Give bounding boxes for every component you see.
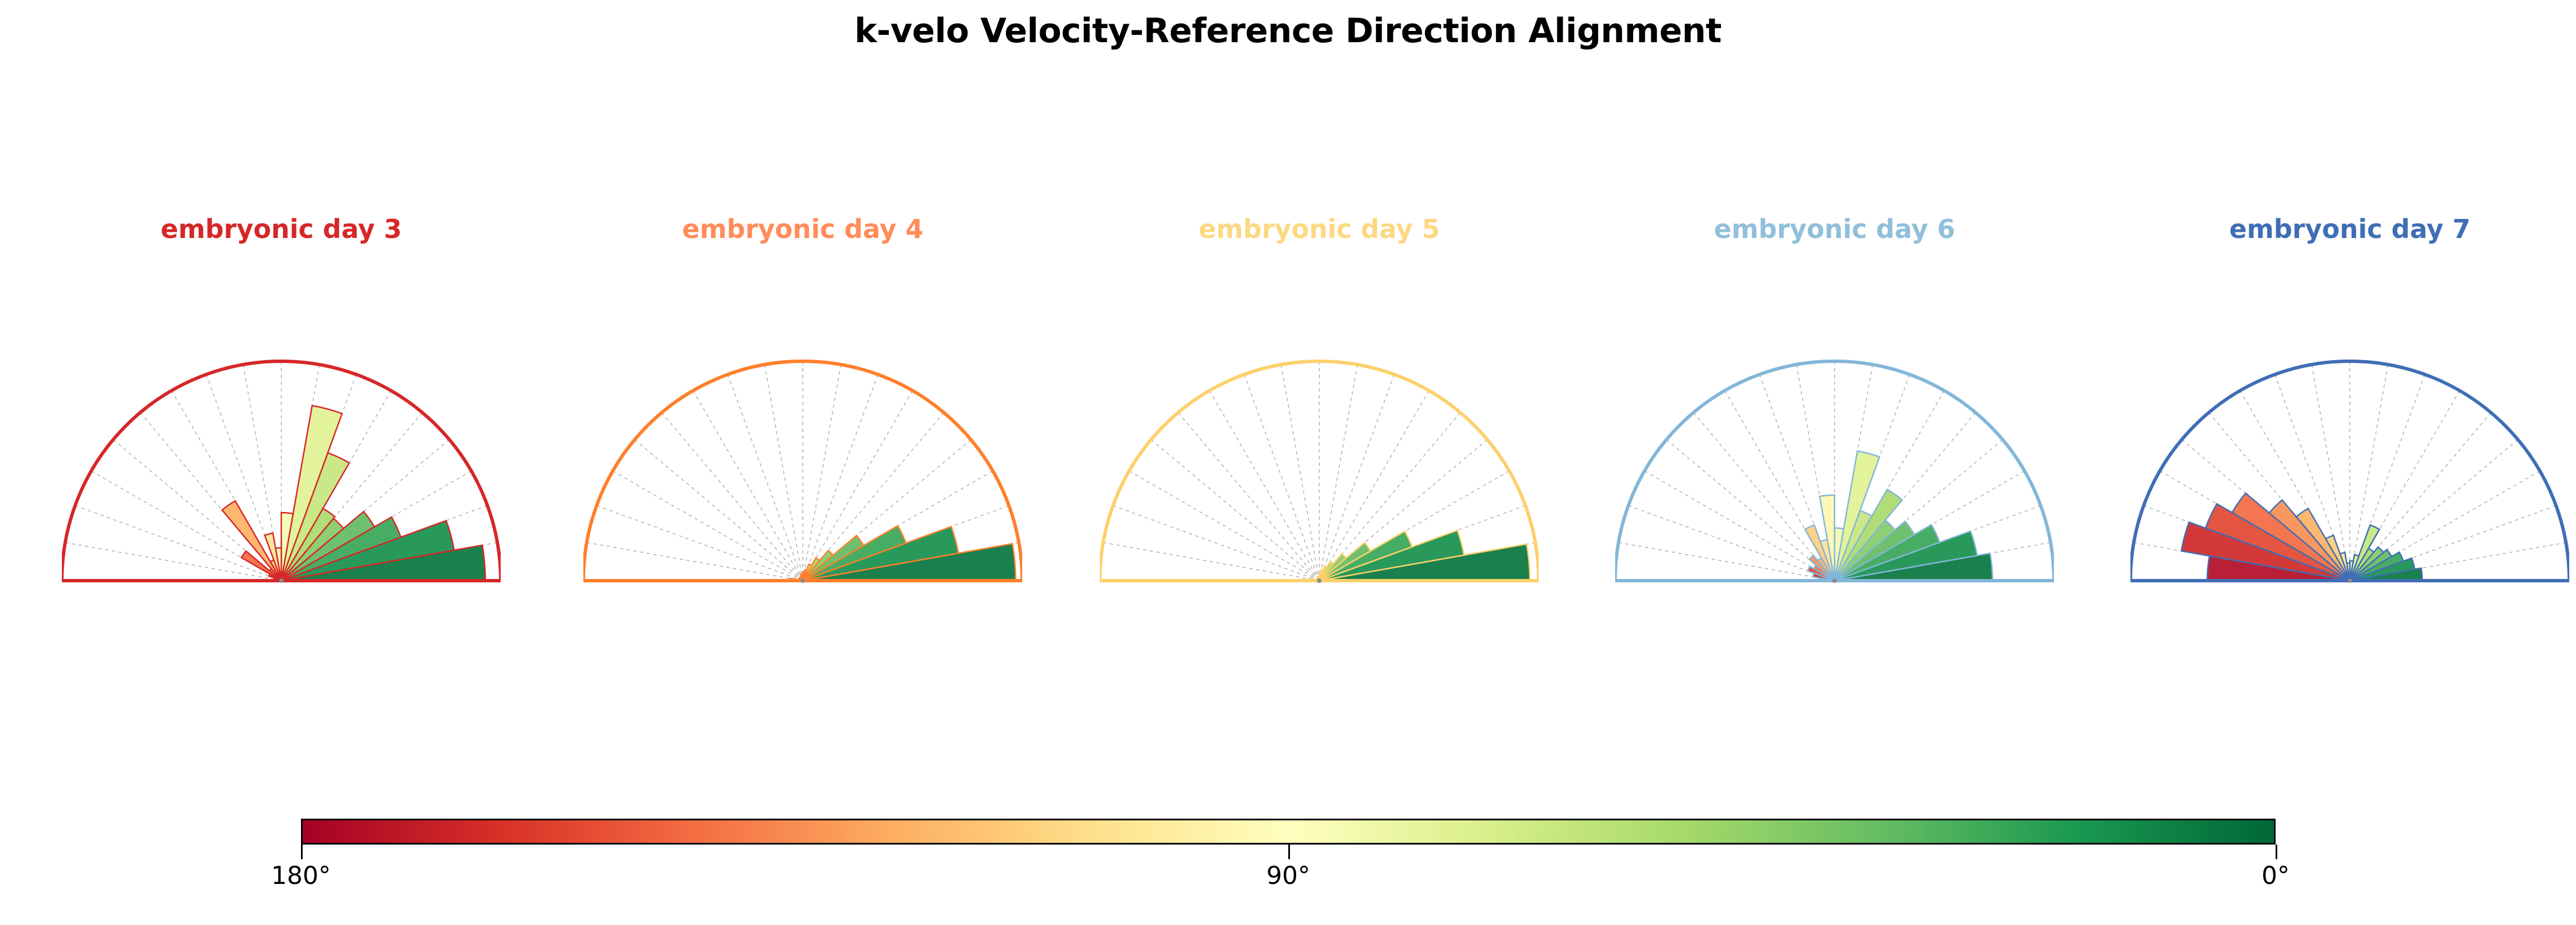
polar-grid-spoke xyxy=(634,439,803,581)
rose-wedge xyxy=(280,405,343,581)
rose-wedge xyxy=(2349,524,2381,581)
rose-wedge xyxy=(280,511,294,581)
polar-panel-embryonic-day-6: embryonic day 6 xyxy=(1615,214,2054,583)
polar-grid-spoke xyxy=(802,364,842,581)
polar-grid-spoke xyxy=(1666,439,1835,581)
polar-panel-embryonic-day-5: embryonic day 5 xyxy=(1100,214,1539,583)
rose-wedge xyxy=(2349,549,2393,582)
rose-wedge xyxy=(1833,450,1881,581)
polar-panel-embryonic-day-7: embryonic day 7 xyxy=(2130,214,2569,583)
rose-wedge xyxy=(2349,560,2354,581)
polar-grid-spoke xyxy=(1243,374,1320,581)
polar-grid-spoke xyxy=(1319,364,1358,581)
polar-grid-spoke xyxy=(1319,374,1395,581)
rose-wedge xyxy=(802,524,907,582)
rose-wedge xyxy=(1319,530,1413,582)
polar-grid-spoke xyxy=(65,542,282,581)
colorbar-tick-label: 90° xyxy=(1266,861,1310,890)
polar-grid-spoke xyxy=(596,505,803,581)
polar-panel-embryonic-day-3: embryonic day 3 xyxy=(62,214,501,583)
rose-wedge xyxy=(802,549,834,581)
colorbar-tick-label: 180° xyxy=(271,861,331,890)
rose-wedge xyxy=(1833,488,1904,581)
polar-grid-spoke xyxy=(586,542,803,581)
rose-wedge xyxy=(221,500,282,581)
polar-origin-marker xyxy=(2348,578,2352,583)
polar-grid-spoke xyxy=(2349,364,2389,581)
polar-grid-spoke xyxy=(1693,412,1835,581)
panel-title: embryonic day 7 xyxy=(2229,214,2471,244)
rose-wedge xyxy=(2349,546,2385,581)
polar-grid-spoke xyxy=(661,412,803,581)
colorbar-tickmark xyxy=(1288,845,1290,859)
polar-grid-spoke xyxy=(802,390,913,581)
rose-wedge xyxy=(1319,541,1372,582)
colorbar-gradient xyxy=(301,819,2276,845)
polar-grid-spoke xyxy=(727,374,803,581)
polar-grid-spoke xyxy=(764,364,803,581)
rose-wedge xyxy=(2349,554,2360,581)
panel-title: embryonic day 4 xyxy=(682,214,924,244)
figure-title: k-velo Velocity-Reference Direction Alig… xyxy=(854,11,1722,51)
polar-grid-spoke xyxy=(1618,542,1835,581)
colorbar-tickmark xyxy=(301,845,303,859)
rose-wedge xyxy=(1812,572,1835,582)
polar-axes xyxy=(1615,360,2054,583)
rose-wedge xyxy=(1834,523,1941,582)
polar-grid-spoke xyxy=(1319,412,1461,581)
rose-wedge xyxy=(2180,521,2350,582)
rose-wedge xyxy=(1834,520,1916,582)
rose-wedge xyxy=(802,535,865,582)
polar-grid-spoke xyxy=(802,374,879,581)
polar-grid-spoke xyxy=(1103,542,1320,581)
colorbar-tick-label: 0° xyxy=(2262,861,2290,890)
polar-grid-spoke xyxy=(1177,412,1320,581)
polar-outer-spine xyxy=(583,360,1022,582)
rose-wedge xyxy=(1808,554,1835,581)
polar-grid-spoke xyxy=(693,390,803,581)
panel-title: embryonic day 3 xyxy=(160,214,402,244)
rose-wedge xyxy=(281,510,376,582)
polar-outer-spine xyxy=(2130,360,2569,582)
panel-title: embryonic day 5 xyxy=(1198,214,1440,244)
polar-axes xyxy=(583,360,1022,583)
polar-outer-spine xyxy=(62,360,501,582)
rose-wedge xyxy=(281,516,402,582)
polar-grid-spoke xyxy=(75,505,282,581)
polar-grid-spoke xyxy=(2311,364,2350,581)
polar-origin-marker xyxy=(279,578,284,583)
polar-axes xyxy=(2130,360,2569,583)
colorbar-tickmark xyxy=(2276,845,2277,859)
polar-origin-marker xyxy=(1317,578,1321,583)
colorbar xyxy=(301,819,2276,845)
polar-grid-spoke xyxy=(1209,390,1320,581)
polar-outer-spine xyxy=(1100,360,1539,582)
polar-outer-spine xyxy=(1615,360,2054,582)
rose-wedge xyxy=(1806,565,1835,582)
polar-grid-spoke xyxy=(1644,470,1835,581)
polar-grid-spoke xyxy=(1113,505,1320,581)
polar-axes xyxy=(1100,360,1539,583)
polar-origin-marker xyxy=(1832,578,1837,583)
polar-grid-spoke xyxy=(1129,470,1320,581)
polar-grid-spoke xyxy=(1628,505,1835,581)
rose-wedge xyxy=(240,550,282,582)
rose-wedge xyxy=(1319,553,1347,581)
colorbar-tick-axis: 180° 90° 0° xyxy=(271,845,2290,901)
polar-grid-spoke xyxy=(1319,390,1429,581)
rose-wedge xyxy=(802,556,821,581)
polar-grid-spoke xyxy=(1150,439,1320,581)
polar-grid-spoke xyxy=(1280,364,1320,581)
panel-title: embryonic day 6 xyxy=(1714,214,1955,244)
polar-grid-spoke xyxy=(612,470,803,581)
polar-panel-embryonic-day-4: embryonic day 4 xyxy=(583,214,1022,583)
polar-axes xyxy=(62,360,501,583)
polar-origin-marker xyxy=(801,578,805,583)
